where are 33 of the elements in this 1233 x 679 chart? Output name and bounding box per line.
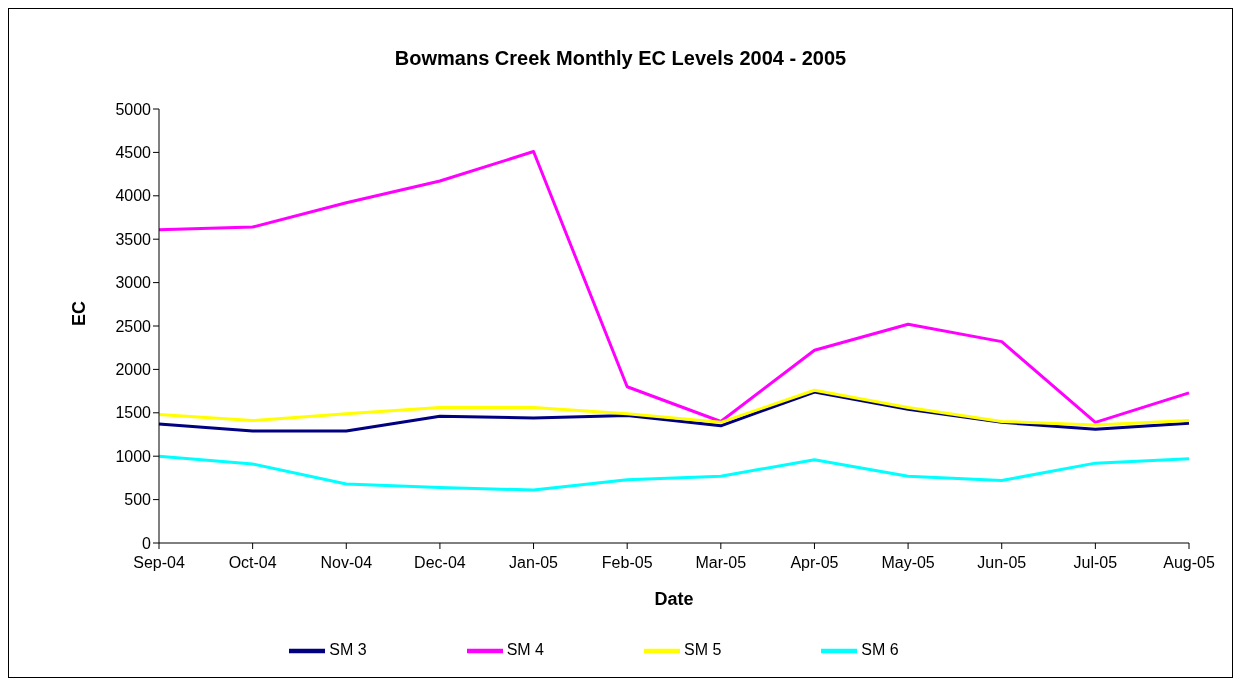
legend-label: SM 4	[506, 641, 544, 659]
x-tick-label: Nov-04	[320, 554, 373, 572]
line-series	[157, 388, 1191, 427]
y-tick-label: 3000	[115, 274, 152, 292]
x-tick-label: Sep-04	[133, 554, 185, 572]
x-tick-label: Jul-05	[1073, 554, 1118, 572]
y-tick-label: 0	[142, 534, 152, 552]
x-axis-title: Date	[654, 589, 694, 609]
x-tick-label: Jan-05	[509, 554, 559, 572]
x-tick-label: Aug-05	[1163, 554, 1215, 572]
y-tick-label: 3500	[115, 230, 152, 248]
y-tick-label: 5000	[115, 100, 152, 118]
x-tick-label: May-05	[881, 554, 935, 572]
x-tick-label: Apr-05	[790, 554, 839, 572]
y-tick-label: 2000	[115, 361, 152, 379]
x-tick-label: Oct-04	[228, 554, 277, 572]
legend-label: SM 6	[861, 641, 899, 659]
x-tick-label: Feb-05	[601, 554, 653, 572]
y-tick-label: 500	[124, 491, 152, 509]
y-axis-title: EC	[69, 300, 90, 326]
line-series	[157, 150, 1191, 424]
legend-label: SM 3	[329, 641, 367, 659]
line-series	[157, 454, 1191, 492]
y-tick-label: 4500	[115, 144, 152, 162]
x-tick-label: Mar-05	[695, 554, 747, 572]
y-tick-label: 2500	[115, 317, 152, 335]
y-tick-label: 1500	[115, 404, 152, 422]
chart-title: Bowmans Creek Monthly EC Levels 2004 - 2005	[393, 47, 848, 70]
legend-label: SM 5	[684, 641, 722, 659]
y-tick-label: 4000	[115, 187, 152, 205]
y-tick-label: 1000	[115, 447, 152, 465]
x-tick-label: Dec-04	[414, 554, 466, 572]
x-tick-label: Jun-05	[977, 554, 1027, 572]
